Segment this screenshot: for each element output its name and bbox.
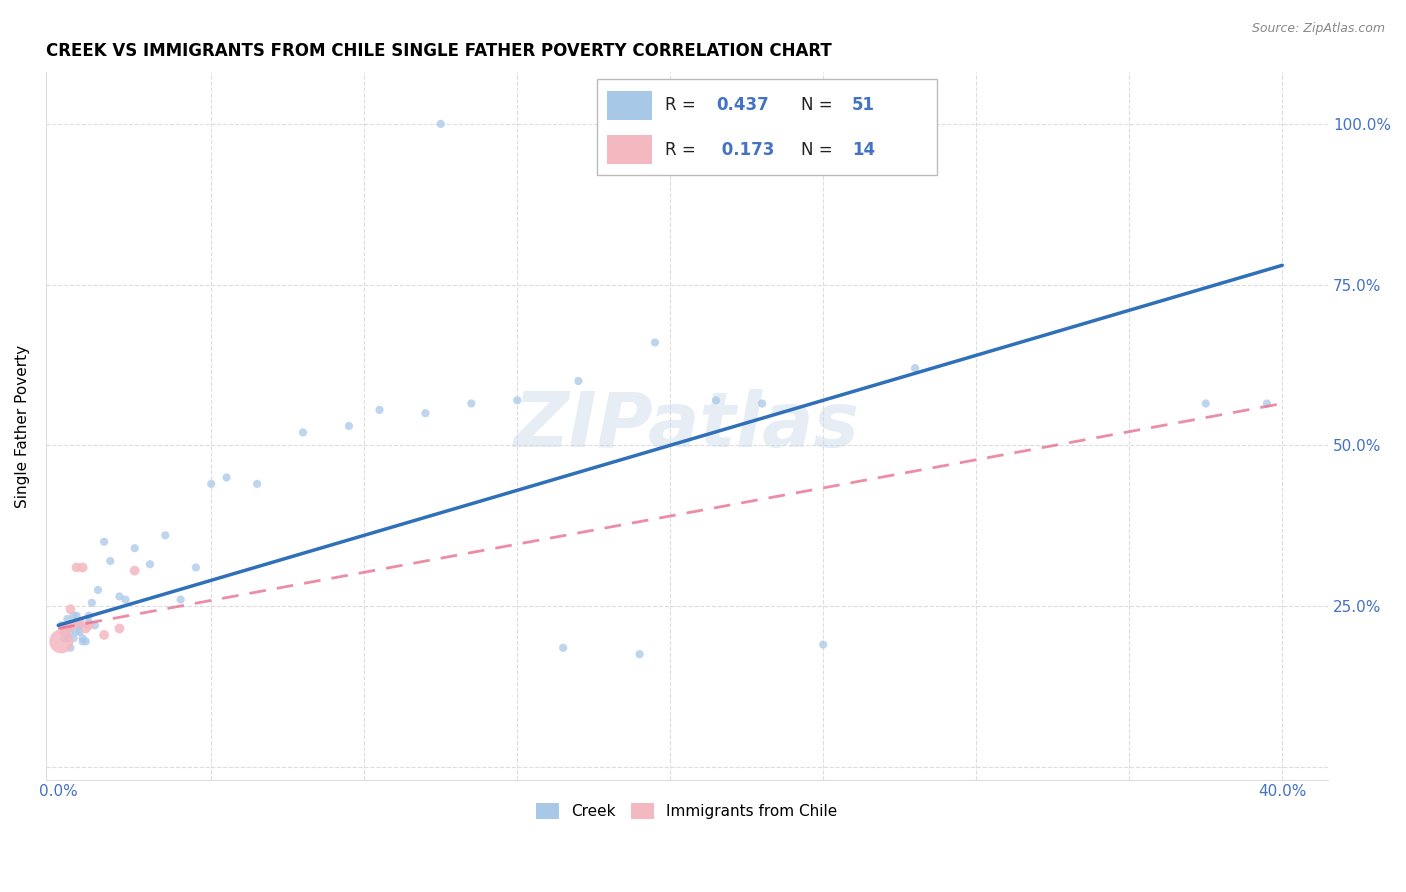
Point: [108, 622, 131, 636]
Point: [51, 618, 73, 632]
Point: [56, 622, 79, 636]
Legend: Creek, Immigrants from Chile: Creek, Immigrants from Chile: [530, 797, 844, 825]
Point: [751, 396, 773, 410]
Point: [72, 631, 94, 645]
Point: [62, 608, 84, 623]
Point: [72, 634, 94, 648]
Point: [77, 615, 100, 629]
Point: [553, 640, 575, 655]
Point: [98, 554, 121, 568]
Point: [429, 117, 451, 131]
Point: [56, 612, 79, 626]
Point: [69, 618, 91, 632]
Point: [59, 640, 82, 655]
Point: [460, 396, 482, 410]
Point: [215, 470, 238, 484]
Point: [69, 615, 91, 629]
Point: [114, 592, 136, 607]
Point: [904, 361, 927, 376]
Point: [813, 638, 835, 652]
Point: [87, 582, 110, 597]
Point: [75, 634, 97, 648]
Point: [368, 403, 391, 417]
Point: [169, 592, 191, 607]
Point: [93, 628, 115, 642]
Point: [77, 608, 100, 623]
Point: [53, 624, 76, 639]
Point: [246, 476, 269, 491]
Point: [139, 558, 162, 572]
Point: [69, 624, 91, 639]
Point: [124, 541, 146, 556]
Point: [65, 608, 87, 623]
Point: [59, 624, 82, 639]
Point: [704, 393, 727, 408]
Point: [93, 534, 115, 549]
Y-axis label: Single Father Poverty: Single Father Poverty: [15, 344, 30, 508]
Point: [69, 618, 91, 632]
Point: [62, 631, 84, 645]
Point: [84, 618, 107, 632]
Point: [65, 624, 87, 639]
Point: [842, 117, 865, 131]
Text: ZIPatlas: ZIPatlas: [515, 389, 860, 463]
Point: [506, 393, 529, 408]
Point: [51, 634, 73, 648]
Point: [53, 631, 76, 645]
Point: [1256, 396, 1278, 410]
Point: [337, 419, 360, 434]
Point: [62, 618, 84, 632]
Point: [124, 564, 146, 578]
Point: [873, 117, 896, 131]
Text: Source: ZipAtlas.com: Source: ZipAtlas.com: [1251, 22, 1385, 36]
Point: [200, 476, 222, 491]
Point: [56, 631, 79, 645]
Point: [628, 647, 651, 661]
Point: [72, 560, 94, 574]
Point: [567, 374, 589, 388]
Point: [77, 618, 100, 632]
Text: CREEK VS IMMIGRANTS FROM CHILE SINGLE FATHER POVERTY CORRELATION CHART: CREEK VS IMMIGRANTS FROM CHILE SINGLE FA…: [46, 42, 832, 60]
Point: [59, 602, 82, 616]
Point: [644, 335, 666, 350]
Point: [80, 596, 103, 610]
Point: [53, 624, 76, 639]
Point: [292, 425, 315, 440]
Point: [65, 560, 87, 574]
Point: [56, 622, 79, 636]
Point: [1195, 396, 1218, 410]
Point: [108, 590, 131, 604]
Point: [75, 622, 97, 636]
Point: [155, 528, 177, 542]
Point: [184, 560, 207, 574]
Point: [797, 117, 820, 131]
Point: [415, 406, 437, 420]
Point: [62, 618, 84, 632]
